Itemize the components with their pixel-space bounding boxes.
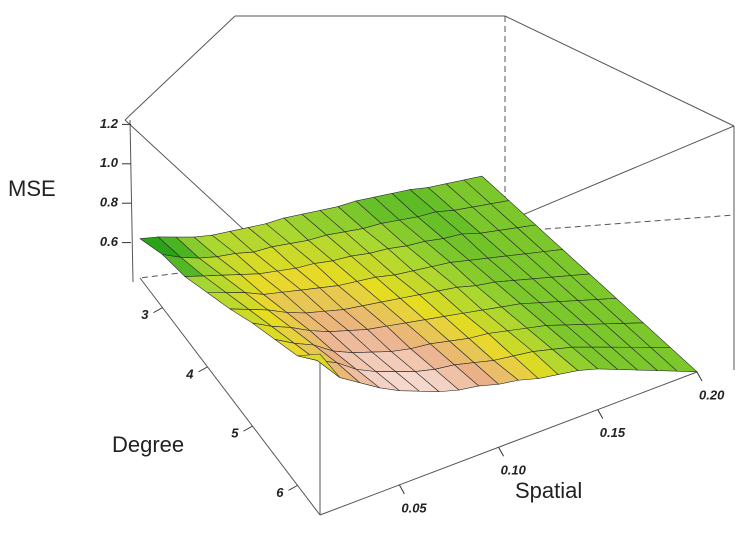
y-tick-label: 5	[231, 426, 239, 441]
z-axis	[129, 119, 134, 283]
y-tick-label: 3	[141, 307, 149, 322]
y-tick	[198, 366, 208, 373]
z-tick-label: 0.6	[100, 234, 119, 249]
y-axis-label: Degree	[112, 432, 184, 457]
x-tick-label: 0.10	[501, 463, 527, 478]
x-axis	[319, 371, 698, 516]
x-tick	[597, 409, 604, 419]
y-axis	[139, 277, 321, 516]
x-tick	[696, 371, 703, 382]
box-edge	[504, 214, 735, 233]
y-tick-label: 6	[276, 485, 284, 500]
y-tick	[243, 425, 253, 432]
x-tick-label: 0.05	[401, 500, 427, 515]
z-tick-label: 1.2	[100, 116, 119, 131]
x-tick-label: 0.20	[699, 387, 725, 402]
surface-cell	[297, 353, 341, 378]
surface	[139, 175, 698, 393]
x-tick	[498, 447, 505, 457]
y-tick-label: 4	[185, 366, 194, 381]
z-tick-label: 0.8	[100, 195, 119, 210]
z-axis-label: MSE	[8, 176, 56, 201]
y-tick	[288, 484, 298, 491]
x-axis-label: Spatial	[515, 478, 582, 503]
ticks: 0.6 0.8 1.0 1.2 3 4 5 6 0.05 0.10 0.15 0.20	[100, 116, 725, 515]
x-tick	[398, 484, 405, 495]
z-tick-label: 1.0	[100, 155, 119, 170]
box-edge	[504, 15, 735, 127]
box-edge	[124, 15, 236, 121]
y-tick	[153, 307, 163, 314]
x-tick-label: 0.15	[600, 425, 626, 440]
